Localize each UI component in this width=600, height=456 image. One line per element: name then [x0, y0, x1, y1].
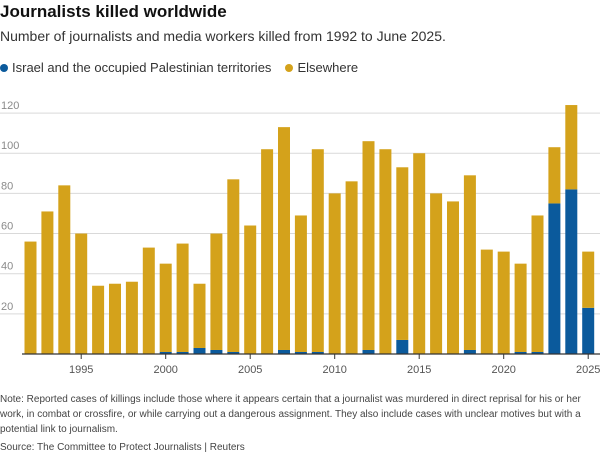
bar-elsewhere-2010 [328, 193, 341, 354]
bar-elsewhere-1994 [58, 185, 71, 354]
bar-elsewhere-2002 [193, 283, 206, 348]
bar-israel-2025 [582, 307, 595, 354]
bar-israel-2009 [311, 351, 324, 354]
chart-title: Journalists killed worldwide [0, 2, 227, 21]
legend-item-elsewhere: Elsewhere [285, 60, 358, 75]
bar-elsewhere-2001 [176, 243, 189, 352]
bar-israel-2012 [362, 349, 375, 354]
bar-elsewhere-2021 [514, 263, 527, 352]
bar-elsewhere-2017 [447, 201, 459, 354]
legend: Israel and the occupied Palestinian terr… [0, 60, 372, 75]
y-tick-label-100: 100 [1, 140, 19, 152]
bar-elsewhere-2009 [311, 149, 324, 352]
bar-israel-2001 [176, 351, 189, 354]
y-tick-label-60: 60 [1, 221, 13, 233]
bar-israel-2003 [210, 349, 223, 354]
x-tick-label-2020: 2020 [491, 364, 515, 376]
y-tick-label-80: 80 [1, 180, 13, 192]
bar-elsewhere-2020 [497, 251, 510, 354]
bar-israel-2008 [294, 351, 307, 354]
bar-israel-2021 [514, 351, 527, 354]
bar-israel-2000 [159, 351, 172, 354]
x-tick-label-2010: 2010 [322, 364, 346, 376]
bar-israel-2018 [463, 349, 476, 354]
chart-subtitle: Number of journalists and media workers … [0, 28, 446, 44]
bar-elsewhere-2005 [244, 225, 257, 354]
bar-elsewhere-2011 [345, 181, 358, 354]
bar-elsewhere-2025 [582, 251, 595, 308]
bar-elsewhere-2019 [480, 249, 493, 354]
x-tick-label-1995: 1995 [69, 364, 93, 376]
bar-israel-2004 [227, 351, 240, 354]
chart-source: Source: The Committee to Protect Journal… [0, 442, 245, 453]
bar-elsewhere-2022 [531, 215, 544, 352]
bar-elsewhere-2023 [548, 147, 561, 204]
bar-elsewhere-2004 [227, 179, 240, 352]
bar-elsewhere-1995 [75, 233, 88, 354]
x-tick-label-2025: 2025 [576, 364, 600, 376]
bar-elsewhere-2006 [261, 149, 274, 354]
bar-elsewhere-2013 [379, 149, 392, 354]
bar-elsewhere-2003 [210, 233, 223, 350]
bar-israel-2014 [396, 339, 409, 354]
bar-elsewhere-2018 [463, 175, 476, 350]
bar-israel-2002 [193, 347, 206, 354]
bar-elsewhere-1996 [92, 285, 105, 354]
legend-swatch-elsewhere [285, 63, 294, 72]
bar-chart: 20 40 60 80 100 120 1995 2000 2005 2010 2015 2020 20… [0, 100, 600, 376]
bar-israel-2024 [565, 189, 578, 354]
x-tick-label-2000: 2000 [153, 364, 177, 376]
bar-elsewhere-2012 [362, 141, 375, 350]
bar-israel-2023 [548, 203, 561, 354]
legend-item-israel: Israel and the occupied Palestinian terr… [0, 60, 271, 75]
y-tick-label-40: 40 [1, 261, 13, 273]
legend-label-elsewhere: Elsewhere [297, 60, 359, 75]
bar-elsewhere-2016 [430, 193, 443, 354]
x-tick-label-2015: 2015 [407, 364, 431, 376]
bar-elsewhere-2000 [159, 263, 172, 352]
bar-elsewhere-1998 [125, 281, 138, 354]
bar-elsewhere-1997 [109, 283, 121, 354]
legend-label-israel: Israel and the occupied Palestinian terr… [12, 60, 272, 75]
bar-israel-2007 [278, 349, 290, 354]
bar-elsewhere-1993 [41, 211, 54, 354]
bar-elsewhere-2015 [413, 153, 426, 354]
bar-elsewhere-1992 [24, 241, 37, 354]
bar-israel-2022 [531, 351, 544, 354]
bar-elsewhere-2024 [565, 105, 578, 190]
y-tick-label-120: 120 [1, 100, 19, 112]
bar-elsewhere-2008 [294, 215, 307, 352]
x-tick-label-2005: 2005 [238, 364, 262, 376]
chart-note: Note: Reported cases of killings include… [0, 394, 581, 435]
y-tick-label-20: 20 [1, 301, 13, 313]
bar-elsewhere-1999 [142, 247, 155, 354]
bar-elsewhere-2014 [396, 167, 409, 340]
bar-elsewhere-2007 [278, 127, 290, 350]
legend-swatch-israel [0, 63, 8, 72]
